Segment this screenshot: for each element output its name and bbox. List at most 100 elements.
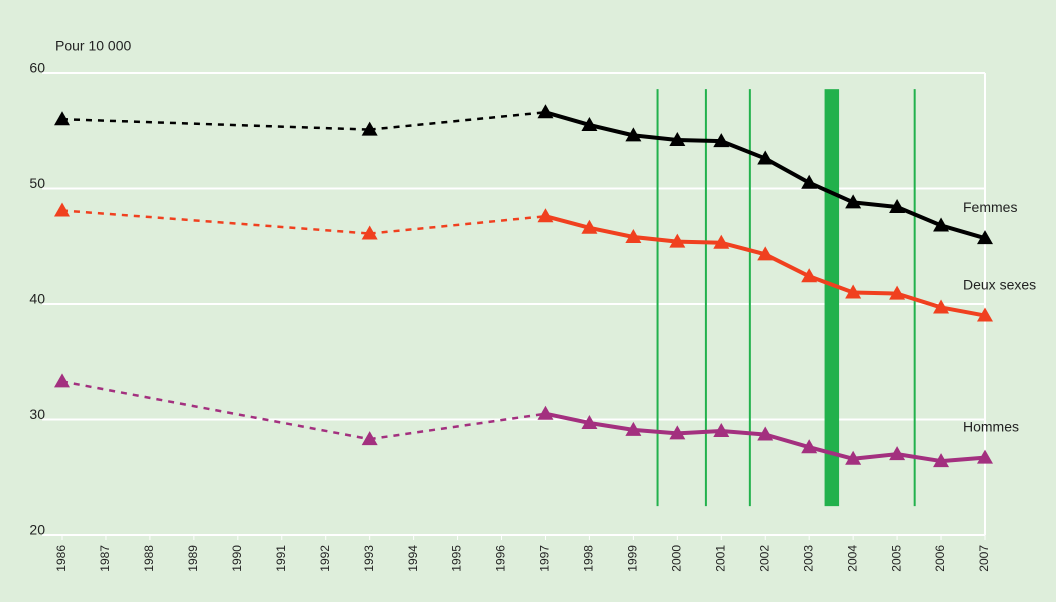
- line-segment: [940, 455, 986, 464]
- point: [669, 425, 686, 440]
- point: [933, 299, 950, 314]
- x-tick-label: 1994: [406, 545, 420, 572]
- line-segment: [369, 412, 546, 441]
- line-segment: [588, 123, 634, 138]
- x-tick-label: 1986: [54, 545, 68, 572]
- x-tick-label: 2002: [757, 545, 771, 572]
- series-label: Femmes: [963, 199, 1017, 215]
- x-tick-label: 1997: [538, 545, 552, 572]
- line-segment: [940, 223, 986, 241]
- point: [361, 121, 378, 136]
- line-segment: [764, 156, 811, 185]
- point: [845, 450, 862, 465]
- x-tick-label: 1993: [362, 545, 376, 572]
- point: [713, 423, 730, 438]
- line-segment: [852, 452, 898, 461]
- line-segment: [677, 239, 722, 245]
- point: [625, 127, 642, 142]
- point: [713, 234, 730, 249]
- x-tick-label: 2001: [713, 545, 727, 572]
- marker-band: [824, 89, 840, 507]
- point: [581, 414, 598, 429]
- point: [845, 284, 862, 299]
- line-segment: [896, 291, 942, 310]
- point: [713, 133, 730, 148]
- line-segment: [721, 429, 766, 437]
- x-tick-label: 2006: [933, 545, 947, 572]
- point: [361, 431, 378, 446]
- line-segment: [808, 445, 854, 461]
- x-tick-label: 1988: [142, 545, 156, 572]
- y-tick-label: 20: [29, 522, 45, 538]
- point: [757, 150, 774, 165]
- point: [54, 202, 70, 217]
- line-segment: [633, 427, 678, 436]
- point: [537, 405, 554, 420]
- x-tick-label: 1999: [626, 545, 640, 572]
- line-segment: [369, 111, 546, 131]
- point: [801, 174, 818, 189]
- point: [54, 111, 70, 126]
- point: [933, 217, 950, 232]
- point: [625, 421, 642, 436]
- point: [757, 426, 774, 441]
- point: [537, 208, 554, 223]
- point: [581, 116, 598, 131]
- x-tick-label: 1995: [450, 545, 464, 572]
- x-tick-label: 1996: [494, 545, 508, 572]
- line-segment: [544, 110, 590, 127]
- line-segment: [544, 214, 590, 230]
- line-segment: [764, 252, 811, 279]
- x-tick-label: 2003: [801, 545, 815, 572]
- x-tick-label: 2007: [977, 545, 991, 572]
- line-segment: [589, 420, 634, 432]
- y-tick-label: 60: [29, 60, 45, 76]
- point: [361, 225, 378, 240]
- point: [537, 104, 554, 119]
- point: [801, 268, 818, 283]
- line-segment: [677, 429, 722, 436]
- x-tick-label: 1991: [274, 545, 288, 572]
- line-segment: [896, 452, 942, 464]
- x-tick-label: 2005: [889, 545, 903, 572]
- x-tick-label: 1989: [186, 545, 200, 572]
- point: [801, 439, 818, 454]
- line-segment: [764, 432, 810, 450]
- x-tick-label: 1998: [582, 545, 596, 572]
- line-segment: [589, 225, 634, 239]
- point: [933, 453, 950, 468]
- line-segment: [369, 214, 546, 235]
- point: [757, 246, 774, 261]
- x-tick-label: 1990: [230, 545, 244, 572]
- line-segment: [720, 139, 766, 161]
- point: [54, 373, 70, 388]
- point: [977, 307, 993, 322]
- point: [889, 285, 906, 300]
- series-label: Deux sexes: [963, 276, 1036, 292]
- x-tick-label: 1992: [318, 545, 332, 572]
- line-segment: [61, 117, 370, 131]
- point: [669, 233, 686, 248]
- point: [889, 198, 906, 213]
- point: [889, 446, 906, 461]
- line-segment: [633, 235, 678, 244]
- line-segment: [852, 200, 898, 209]
- x-tick-label: 2004: [845, 545, 859, 572]
- y-tick-label: 50: [29, 175, 45, 191]
- line-segment: [545, 411, 590, 425]
- line-segment: [677, 137, 722, 144]
- y-tick-label: 30: [29, 406, 45, 422]
- line-segment: [61, 209, 370, 235]
- series-label: Hommes: [963, 418, 1019, 434]
- point: [845, 194, 862, 209]
- line-segment: [808, 274, 854, 295]
- x-tick-label: 1987: [98, 545, 112, 572]
- line-segment: [720, 240, 766, 257]
- line-segment: [940, 305, 986, 318]
- line-segment: [896, 205, 942, 228]
- y-tick-label: 40: [29, 291, 45, 307]
- point: [669, 131, 686, 146]
- point: [581, 219, 598, 234]
- line-segment: [61, 380, 370, 441]
